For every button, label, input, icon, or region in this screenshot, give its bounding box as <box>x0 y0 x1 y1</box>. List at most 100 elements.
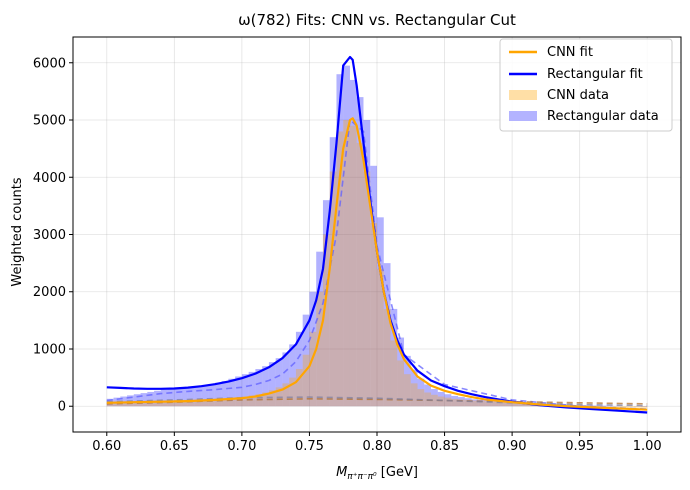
y-tick-label: 3000 <box>33 228 66 243</box>
cnn-data-bar <box>289 377 296 407</box>
rectangular-data-bar <box>289 344 296 407</box>
cnn-data-bar <box>160 400 168 407</box>
x-axis-label: Mπ⁺π⁻π⁰ [GeV] <box>336 465 418 482</box>
legend-swatch-rect-data <box>509 111 537 121</box>
cnn-data-bar <box>343 120 350 407</box>
rectangular-data-bar <box>208 384 215 407</box>
rectangular-data-bar <box>316 251 323 407</box>
x-tick-label: 0.95 <box>565 439 594 454</box>
y-axis: 0 1000 2000 3000 4000 5000 6000 <box>33 56 73 415</box>
cnn-data-bar <box>329 171 337 407</box>
rectangular-data-bar <box>255 369 263 407</box>
cnn-data-bar <box>404 374 411 407</box>
x-tick-label: 0.85 <box>430 439 459 454</box>
cnn-data-bar <box>464 399 472 407</box>
rectangular-data-bar <box>167 389 175 407</box>
rectangular-fit-line <box>106 55 648 414</box>
rectangular-data-bar <box>377 217 384 407</box>
legend-label-cnn-fit: CNN fit <box>547 45 593 60</box>
cnn-data-bar <box>370 223 377 407</box>
cnn-data-bar <box>377 268 384 407</box>
cnn-data-bar <box>383 308 391 407</box>
x-tick-label: 0.90 <box>498 439 527 454</box>
cnn-data-bar <box>228 397 236 407</box>
cnn-data-bar <box>181 399 188 407</box>
rectangular-data-bar <box>221 381 229 407</box>
histograms <box>106 65 648 408</box>
x-axis: 0.60 0.65 0.70 0.75 0.80 0.85 0.90 0.95 1.00 <box>92 432 662 454</box>
y-axis-label: Weighted counts <box>10 177 25 286</box>
cnn-data-bar <box>471 400 479 407</box>
cnn-data-bar <box>295 369 303 407</box>
cnn-data-bar <box>187 399 195 407</box>
rectangular-data-bar <box>349 79 357 407</box>
cnn-data-bar <box>140 401 148 407</box>
rectangular-data-bar <box>275 358 283 407</box>
cnn-data-bar <box>241 396 249 407</box>
fit-curves <box>106 55 648 414</box>
rectangular-data-bar <box>599 405 607 407</box>
cnn-data-bar <box>235 397 242 407</box>
rectangular-data-bar <box>268 362 276 407</box>
cnn-data-bar <box>505 402 513 407</box>
rectangular-data-bar <box>147 391 155 407</box>
y-tick-label: 6000 <box>33 56 66 71</box>
cnn-data-bar <box>431 394 438 407</box>
rectangular-data-bar <box>140 393 148 407</box>
cnn-data-bar <box>208 399 215 407</box>
rectangular-data-bar <box>471 399 479 407</box>
cnn-data-bar <box>478 401 486 407</box>
rectangular-data-bar <box>640 406 648 407</box>
rectangular-data-bar <box>512 402 519 407</box>
cnn-data-bar <box>451 398 459 407</box>
rectangular-data-bar <box>424 384 432 407</box>
x-tick-label: 0.75 <box>295 439 324 454</box>
cnn-data-bar <box>640 406 648 408</box>
rectangular-data-bar <box>160 389 168 407</box>
rectangular-data-bar <box>437 391 445 407</box>
rectangular-data-bar <box>201 385 209 407</box>
cnn-data-bar <box>397 360 405 407</box>
chart-title: ω(782) Fits: CNN vs. Rectangular Cut <box>238 11 516 29</box>
cnn-data-bar <box>444 397 452 407</box>
rectangular-data-bar <box>181 387 188 407</box>
legend-label-cnn-data: CNN data <box>547 88 609 103</box>
cnn-data-bar <box>417 389 425 407</box>
cnn-fit-line <box>106 117 648 411</box>
cnn-data-bar <box>262 392 269 407</box>
rectangular-data-bar <box>518 402 526 407</box>
rectangular-data-bar <box>451 395 459 407</box>
rectangular-data-bar <box>228 378 236 407</box>
cnn-data-bar <box>194 399 202 407</box>
cnn-data-bar <box>322 234 330 407</box>
rectangular-data-bar <box>174 388 182 407</box>
x-tick-label: 0.60 <box>92 439 121 454</box>
cnn-data-bar <box>336 131 344 407</box>
rectangular-data-bar <box>478 399 486 407</box>
rectangular-data-bar <box>262 366 269 407</box>
legend: CNN fit Rectangular fit CNN data Rectang… <box>499 38 673 132</box>
rectangular-data-bar <box>194 386 202 407</box>
rectangular-data-bar <box>383 263 391 407</box>
rectangular-data-bar <box>235 376 242 407</box>
cnn-data-bar <box>410 383 418 407</box>
rectangular-data-bar <box>390 308 398 407</box>
cnn-data-bar <box>214 398 222 407</box>
cnn-data-bar <box>120 401 128 407</box>
rectangular-data-bar <box>505 401 513 407</box>
rectangular-data-bar <box>302 314 310 407</box>
rectangular-data-bar <box>417 378 425 407</box>
rectangular-data-bar <box>586 405 594 407</box>
rectangular-data-bar <box>343 65 350 407</box>
rectangular-data-bar <box>363 120 371 407</box>
rectangular-polynomial-line <box>106 396 648 407</box>
rectangular-data-bar <box>282 352 290 407</box>
rectangular-data-bar <box>431 389 438 407</box>
cnn-data-bar <box>174 399 182 407</box>
x-tick-label: 0.65 <box>160 439 189 454</box>
cnn-data-bar <box>620 406 627 408</box>
cnn-data-bar <box>349 125 357 407</box>
y-tick-label: 4000 <box>33 171 66 186</box>
rectangular-data-bar <box>410 369 418 407</box>
